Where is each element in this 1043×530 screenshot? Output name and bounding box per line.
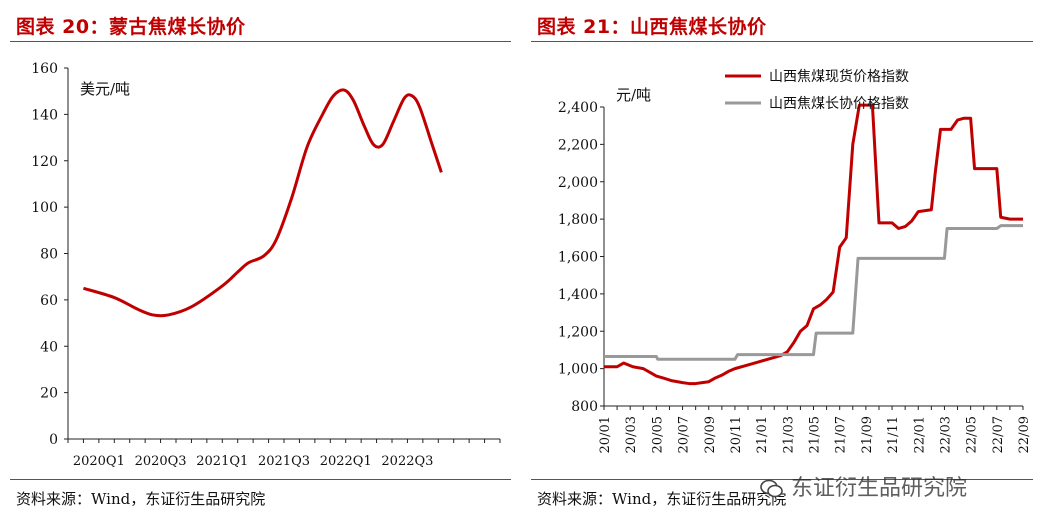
right-series-spot-line xyxy=(604,103,1023,386)
right-line-chart: 800 1,000 1,200 1,400 1,600 1,800 2,000 2,200 2,… xyxy=(558,68,1032,453)
right-y-tick-label: 2,000 xyxy=(558,175,598,191)
left-x-tick-label: 2021Q1 xyxy=(196,454,248,469)
left-source-rule xyxy=(10,479,511,480)
right-x-tick-label: 20/07 xyxy=(677,416,692,453)
wechat-icon xyxy=(760,479,783,498)
left-y-tick-label: 80 xyxy=(40,247,58,263)
left-y-tick-label: 120 xyxy=(31,154,58,170)
right-figure-title: 图表 21：山西焦煤长协价 xyxy=(537,16,767,38)
left-x-tick-label: 2020Q1 xyxy=(73,454,125,469)
right-unit-label: 元/吨 xyxy=(616,86,651,104)
left-figure-title: 图表 20：蒙古焦煤长协价 xyxy=(16,16,246,38)
right-y-tick-label: 1,000 xyxy=(558,362,598,378)
left-y-tick-label: 160 xyxy=(31,61,58,77)
right-x-tick-label: 22/05 xyxy=(965,416,980,453)
left-y-tick-label: 40 xyxy=(40,339,58,355)
right-y-tick-label: 1,200 xyxy=(558,324,598,340)
right-x-tick-label: 20/09 xyxy=(703,416,718,453)
right-x-tick-label: 21/05 xyxy=(808,416,823,453)
right-x-tick-label: 21/09 xyxy=(860,416,875,453)
left-chart-panel: 图表 20：蒙古焦煤长协价 0 20 40 60 80 100 120 140 160 2020Q… xyxy=(0,0,521,530)
right-x-tick-label: 21/07 xyxy=(834,416,849,453)
watermark: 东证衍生品研究院 xyxy=(760,470,967,502)
left-line-chart: 0 20 40 60 80 100 120 140 160 2020Q1 2020Q3 2021Q1 2… xyxy=(31,61,501,469)
left-y-tick-label: 20 xyxy=(40,386,58,402)
left-y-tick-label: 0 xyxy=(49,432,58,448)
right-x-tick-label: 21/11 xyxy=(886,416,901,453)
left-y-tick-label: 60 xyxy=(40,293,58,309)
right-source-rule xyxy=(531,479,1033,480)
left-source-note: 资料来源：Wind，东证衍生品研究院 xyxy=(16,490,266,508)
right-x-tick-label: 22/07 xyxy=(991,416,1006,453)
right-source-note: 资料来源：Wind，东证衍生品研究院 xyxy=(537,490,787,508)
left-x-tick-label: 2022Q3 xyxy=(381,454,433,469)
left-y-tick-label: 140 xyxy=(31,107,58,123)
right-y-tick-label: 800 xyxy=(571,399,598,415)
right-y-tick-label: 2,200 xyxy=(558,137,598,153)
right-x-tick-label: 20/05 xyxy=(650,416,665,453)
left-x-tick-label: 2022Q1 xyxy=(320,454,372,469)
right-y-tick-label: 1,800 xyxy=(558,212,598,228)
right-x-tick-label: 20/01 xyxy=(598,416,613,453)
right-x-tick-label: 20/03 xyxy=(624,416,639,453)
left-unit-label: 美元/吨 xyxy=(80,80,130,98)
right-chart-panel: 图表 21：山西焦煤长协价 800 1,000 1,200 1,400 1,600 1,8… xyxy=(521,0,1043,530)
right-x-tick-label: 21/01 xyxy=(755,416,770,453)
right-title-rule xyxy=(531,41,1033,42)
left-y-tick-label: 100 xyxy=(31,200,58,216)
watermark-text: 东证衍生品研究院 xyxy=(791,476,968,501)
right-x-tick-label: 20/11 xyxy=(729,416,744,453)
right-legend-label: 山西焦煤长协价格指数 xyxy=(769,96,909,112)
left-x-tick-label: 2020Q3 xyxy=(135,454,187,469)
right-x-tick-label: 21/03 xyxy=(781,416,796,453)
right-legend-label: 山西焦煤现货价格指数 xyxy=(769,68,909,85)
right-x-tick-label: 22/01 xyxy=(912,416,927,453)
right-series-contract-line xyxy=(604,224,1023,361)
left-x-tick-label: 2021Q3 xyxy=(258,454,310,469)
right-y-tick-label: 1,600 xyxy=(558,250,598,266)
right-x-tick-label: 22/03 xyxy=(938,416,953,453)
right-x-tick-label: 22/09 xyxy=(1017,416,1032,453)
left-series-line xyxy=(82,88,443,318)
left-title-rule xyxy=(10,41,511,42)
right-y-tick-label: 2,400 xyxy=(558,100,598,116)
right-y-tick-label: 1,400 xyxy=(558,287,598,303)
